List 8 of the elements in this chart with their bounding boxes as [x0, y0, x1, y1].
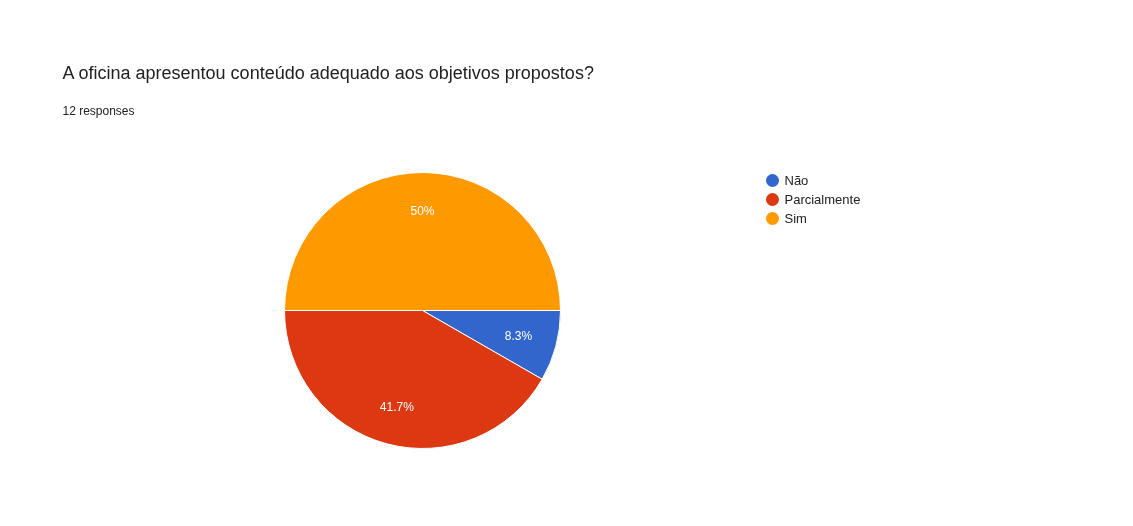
data-label: 41.7% [379, 399, 415, 414]
data-label: 8.3% [504, 329, 533, 344]
data-label: 50% [410, 204, 435, 219]
legend-label: Sim [784, 211, 807, 226]
legend-label: Parcialmente [784, 192, 861, 207]
chart-title: A oficina apresentou conteúdo adequado aos objetivos propostos? [62, 62, 594, 83]
legend-label: Não [784, 173, 809, 188]
text: 12 responses [62, 103, 135, 118]
